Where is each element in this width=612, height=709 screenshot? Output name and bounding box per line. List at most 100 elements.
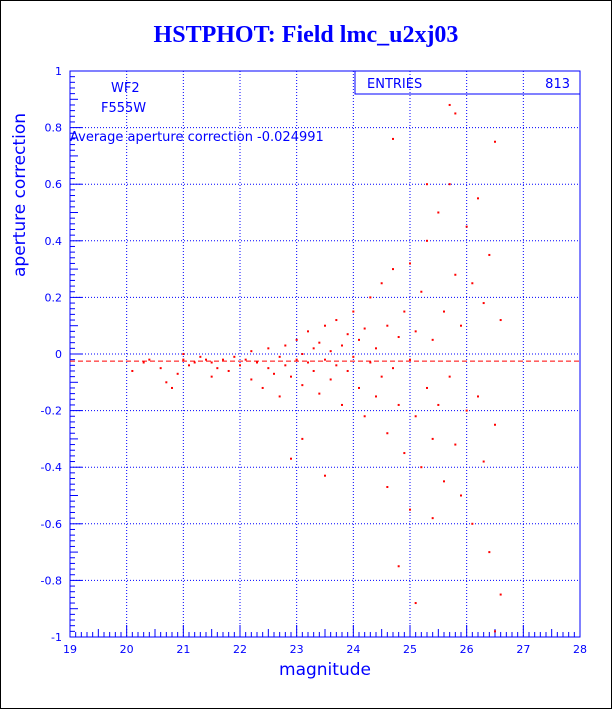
data-point [131, 369, 134, 372]
data-point [188, 364, 190, 367]
data-point [165, 381, 168, 384]
x-tick-label: 23 [290, 643, 304, 656]
data-point [273, 372, 275, 375]
data-point [460, 324, 462, 327]
data-point [420, 466, 423, 469]
y-tick-label: 0.8 [45, 122, 63, 135]
data-point [443, 480, 445, 483]
data-point [403, 452, 406, 455]
data-point [171, 386, 173, 389]
y-tick-labels: 1 0.8 0.6 0.4 0.2 0 -0.2 -0.4 -0.6 -0.8 -1 [41, 65, 62, 644]
data-point [250, 350, 253, 353]
data-point [142, 361, 145, 364]
data-point [267, 367, 270, 370]
x-tick-label: 24 [346, 643, 360, 656]
filter-label: F555W [101, 101, 146, 116]
x-tick-label: 22 [233, 643, 247, 656]
data-point [397, 403, 400, 406]
data-point [409, 508, 411, 511]
data-point [448, 103, 451, 106]
data-point [397, 336, 400, 339]
data-point [278, 395, 281, 398]
data-point [301, 437, 304, 440]
data-point [227, 369, 230, 372]
data-point [278, 355, 281, 358]
data-point [199, 355, 202, 358]
data-point [488, 551, 491, 554]
data-point [284, 364, 287, 367]
data-point [159, 367, 162, 370]
x-tick-label: 20 [120, 643, 134, 656]
data-point [341, 403, 343, 406]
y-tick-label: -0.6 [41, 518, 62, 531]
data-point [182, 358, 185, 361]
data-point [352, 355, 355, 358]
data-point [318, 392, 321, 395]
data-point [182, 353, 185, 355]
data-point [471, 282, 474, 285]
data-point [205, 358, 207, 361]
data-point [392, 137, 394, 140]
grid [70, 71, 580, 637]
data-point [409, 358, 411, 361]
data-point [329, 350, 332, 353]
x-tick-label: 28 [573, 643, 587, 656]
data-point [482, 302, 485, 305]
data-point [426, 239, 428, 242]
x-tick-labels: 19 20 21 22 23 24 25 26 27 28 [63, 643, 587, 656]
data-point [318, 341, 321, 344]
data-point [448, 375, 451, 378]
data-point [488, 253, 491, 256]
y-axis-title: aperture correction [10, 113, 30, 277]
data-point [261, 386, 264, 389]
plot-area [69, 70, 581, 638]
data-point [426, 386, 428, 389]
data-point [233, 355, 236, 358]
data-point [392, 268, 394, 271]
data-point [290, 375, 292, 378]
data-point [414, 415, 417, 418]
data-point [222, 358, 224, 361]
data-point [477, 395, 479, 398]
data-point [250, 378, 253, 381]
data-point [409, 262, 411, 265]
data-point [290, 457, 292, 460]
y-tick-label: 0.2 [45, 291, 63, 304]
data-point [301, 353, 304, 355]
y-tick-label: 1 [55, 65, 62, 78]
data-point [324, 474, 326, 477]
data-point [414, 330, 417, 333]
data-point [335, 364, 338, 367]
data-point [329, 378, 332, 381]
data-point [363, 327, 366, 330]
data-point [499, 593, 502, 596]
data-point [471, 522, 474, 525]
data-point [256, 361, 258, 364]
data-point [403, 310, 406, 313]
data-point [324, 324, 326, 327]
data-point [380, 375, 383, 378]
data-points [131, 103, 502, 633]
data-point [335, 319, 338, 322]
data-point [460, 494, 462, 497]
data-point [437, 403, 440, 406]
data-point [295, 338, 298, 341]
ticks [69, 70, 581, 638]
data-point [477, 197, 479, 200]
y-tick-label: -0.4 [41, 461, 62, 474]
data-point [307, 361, 309, 364]
data-point [482, 460, 485, 463]
data-point [307, 330, 309, 333]
data-point [324, 358, 326, 361]
data-point [312, 369, 315, 372]
data-point [414, 602, 417, 605]
data-point [284, 344, 287, 347]
data-point [301, 384, 304, 387]
data-point [341, 344, 343, 347]
chart-title: HSTPHOT: Field lmc_u2xj03 [153, 22, 459, 48]
y-tick-label: -0.2 [41, 405, 62, 418]
y-tick-label: 0.6 [45, 178, 63, 191]
data-point [346, 333, 349, 336]
data-point [454, 112, 457, 115]
x-axis-title: magnitude [279, 660, 371, 680]
